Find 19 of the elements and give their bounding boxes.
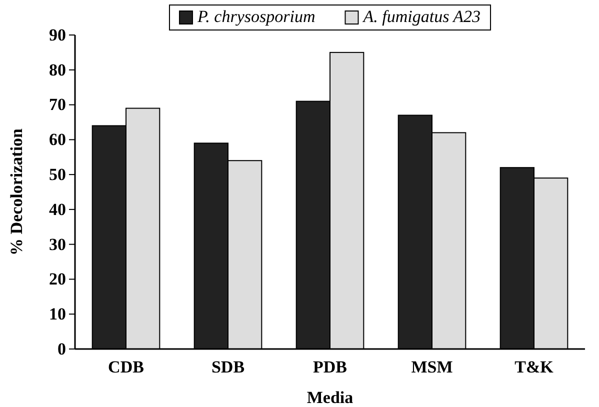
y-tick-label: 30	[49, 234, 66, 254]
x-tick-label: CDB	[108, 357, 144, 376]
legend-label: P. chrysosporium	[196, 7, 316, 26]
y-tick-label: 10	[49, 304, 66, 324]
x-tick-label: SDB	[211, 357, 245, 376]
y-tick-label: 0	[58, 339, 66, 358]
y-tick-label: 20	[49, 270, 66, 289]
x-axis-title: Media	[306, 388, 354, 407]
y-axis-title: % Decolorization	[7, 128, 26, 256]
y-tick-label: 80	[49, 60, 66, 80]
y-tick-label: 50	[49, 164, 66, 184]
y-tick-label: 70	[49, 95, 66, 114]
x-tick-label: PDB	[313, 357, 347, 376]
x-tick-label: T&K	[514, 357, 554, 376]
y-tick-label: 60	[49, 130, 66, 150]
y-tick-label: 40	[49, 200, 66, 219]
legend-label: A. fumigatus A23	[362, 7, 481, 26]
x-tick-label: MSM	[411, 357, 453, 376]
y-tick-label: 90	[49, 25, 66, 44]
